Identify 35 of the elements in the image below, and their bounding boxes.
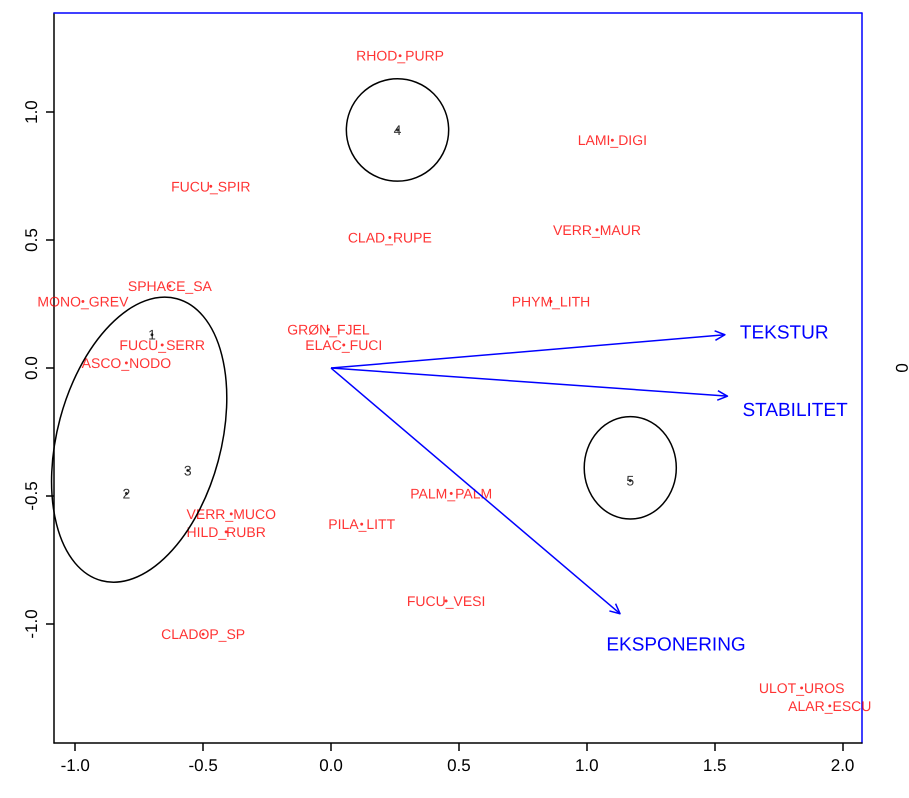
x-tick-label: 1.5 (702, 756, 726, 775)
data-label: FUCU_SPIR (171, 178, 250, 194)
data-label: ASCO_NODO (82, 354, 172, 371)
y-tick-label: -1.0 (22, 609, 41, 639)
annotation: STABILITET (742, 400, 848, 422)
y-tick-label: 0.0 (22, 356, 41, 380)
x-tick-label: -1.0 (60, 756, 90, 775)
text: 4 (394, 122, 402, 138)
x-tick-label: -0.5 (188, 756, 218, 775)
y-tick-label: -0.5 (22, 481, 41, 511)
series-label: 3 (184, 462, 192, 478)
data-label: GRØN_FJEL (287, 322, 370, 338)
data-label: CLAD_RUPE (348, 229, 432, 246)
data-label: HILD_RUBR (186, 524, 266, 540)
data-label: FUCU_VESI (406, 592, 486, 609)
y-tick-label: 0.5 (22, 228, 41, 252)
annotation: EKSPONERING (606, 634, 746, 656)
data-label: PHYM_LITH (512, 293, 590, 310)
data-label: CLADOP_SP (161, 626, 246, 642)
x-tick-label: 1.0 (574, 756, 599, 775)
data-label: ULOT_UROS (758, 680, 844, 696)
y-tick-label: 1.0 (22, 100, 41, 124)
data-label: RHOD_PURP (356, 48, 444, 64)
x-tick-label: 2.0 (830, 756, 854, 775)
annotation: TEKSTUR (740, 322, 829, 344)
data-label: ELAC_FUCI (305, 336, 382, 353)
x-tick-label: 0.5 (447, 756, 471, 775)
data-label: PILA_LITT (328, 516, 396, 532)
series-label: 5 (626, 472, 634, 489)
x-tick-label: 0.0 (319, 756, 343, 775)
series-label: 2 (122, 485, 130, 502)
text: 0 (892, 363, 909, 373)
data-label: LAMI_DIGI (578, 132, 647, 148)
data-label: SPHACE_SA (128, 278, 213, 294)
data-label: VERR_MAUR (553, 222, 641, 238)
